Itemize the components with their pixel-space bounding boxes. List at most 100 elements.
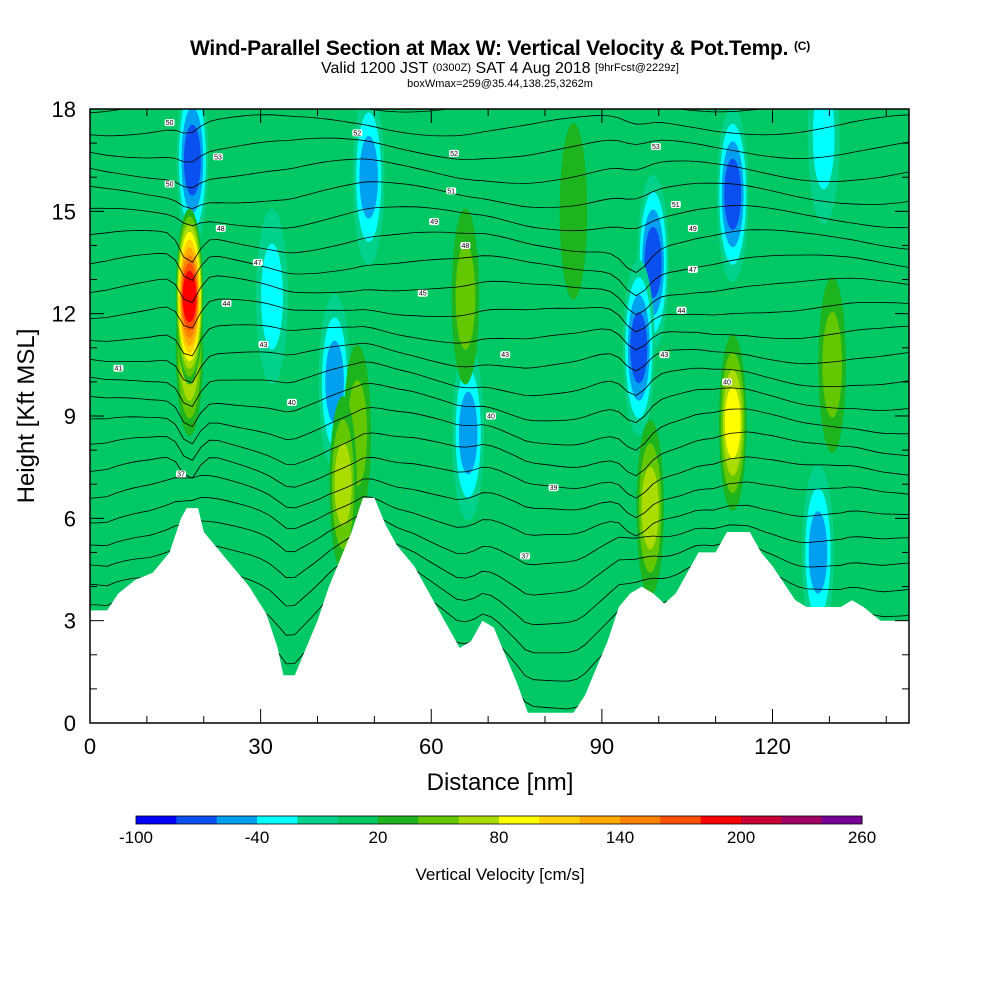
svg-text:50: 50 <box>166 120 174 127</box>
svg-text:49: 49 <box>430 219 438 226</box>
svg-text:48: 48 <box>217 226 225 233</box>
contour-label-1: 53 <box>212 153 223 161</box>
chart-subtitle: Valid 1200 JST (0300Z) SAT 4 Aug 2018 [9… <box>0 60 1000 78</box>
theta-contour-7 <box>90 496 909 537</box>
theta-contour-6 <box>90 511 909 566</box>
contour-label-23: 47 <box>687 265 698 274</box>
theta-contour-14 <box>90 342 909 384</box>
x-tick-label: 120 <box>754 734 791 759</box>
theta-contour-8 <box>90 474 909 519</box>
contour-label-19: 37 <box>520 552 531 560</box>
box-info: boxWmax=259@35.44,138.25,3262m <box>407 78 593 90</box>
chart-title-text: Wind-Parallel Section at Max W: Vertical… <box>189 37 789 60</box>
x-axis-title: Distance [nm] <box>427 769 574 796</box>
svg-text:52: 52 <box>450 151 458 158</box>
colorbar-label: -40 <box>245 828 270 847</box>
contour-label-7: 41 <box>113 364 124 373</box>
svg-text:49: 49 <box>689 226 697 233</box>
colorbar-swatch-13 <box>660 816 702 824</box>
colorbar-swatch-15 <box>741 816 782 824</box>
velocity-cell-8-2 <box>808 511 828 594</box>
theta-contour-11 <box>90 407 909 451</box>
contour-labels: 50 53 50 48 47 44 43 41 40 37 52 52 51 49 48 45 43 40 39 37… <box>113 119 732 560</box>
svg-text:37: 37 <box>521 553 529 560</box>
velocity-cell-4-2 <box>458 391 478 475</box>
y-tick-label: 18 <box>52 97 76 122</box>
contour-label-3: 48 <box>215 224 226 233</box>
contour-label-8: 40 <box>286 398 297 407</box>
y-tick-label: 6 <box>64 506 76 531</box>
contour-label-17: 40 <box>485 412 496 421</box>
terrain <box>90 497 909 723</box>
theta-contour-22 <box>90 158 909 189</box>
contour-label-16: 43 <box>500 351 511 359</box>
theta-contour-10 <box>90 431 909 477</box>
svg-text:45: 45 <box>419 291 427 298</box>
contour-label-10: 52 <box>352 129 363 137</box>
svg-text:53: 53 <box>652 144 660 151</box>
y-tick-label: 12 <box>52 302 76 327</box>
contour-label-18: 39 <box>548 484 559 492</box>
x-tick-label: 90 <box>590 734 614 759</box>
velocity-cell-7-1 <box>455 243 476 350</box>
theta-contour-9 <box>90 456 909 499</box>
theta-contour-17 <box>90 275 909 316</box>
velocity-cell-5-1 <box>822 311 842 418</box>
svg-text:51: 51 <box>672 202 680 209</box>
contour-label-5: 44 <box>221 299 232 308</box>
copyright-tag: (C) <box>793 39 811 53</box>
colorbar-swatch-5 <box>337 816 379 824</box>
contour-label-25: 43 <box>659 351 670 359</box>
y-tick-labels: 0 3 6 9 12 15 18 <box>52 97 76 736</box>
colorbar <box>135 815 863 825</box>
colorbar-label: 80 <box>490 828 509 847</box>
y-axis-title: Height [Kft MSL] <box>13 329 40 504</box>
colorbar-swatch-17 <box>821 816 863 824</box>
colorbar-swatch-9 <box>499 816 540 824</box>
svg-text:47: 47 <box>689 267 697 274</box>
colorbar-swatch-8 <box>458 816 500 824</box>
x-tick-labels: 0 30 60 90 120 <box>84 734 791 759</box>
velocity-cell-13-3 <box>183 124 201 196</box>
svg-text:48: 48 <box>461 243 469 250</box>
theta-contour-13 <box>90 361 909 408</box>
contour-label-22: 49 <box>687 224 698 233</box>
theta-contour-16 <box>90 298 909 333</box>
colorbar-swatch-10 <box>539 816 581 824</box>
svg-text:44: 44 <box>223 301 231 308</box>
svg-text:43: 43 <box>501 352 509 359</box>
colorbar-swatch-14 <box>700 816 742 824</box>
contour-label-20: 53 <box>650 143 661 151</box>
y-tick-label: 9 <box>64 404 76 429</box>
colorbar-label: 20 <box>369 828 388 847</box>
colorbar-swatch-11 <box>579 816 621 824</box>
colorbar-swatch-12 <box>620 816 661 824</box>
svg-text:52: 52 <box>353 130 361 137</box>
colorbar-label: -100 <box>119 828 153 847</box>
velocity-cell-2-1 <box>812 109 835 190</box>
colorbar-swatch-3 <box>257 816 298 824</box>
svg-text:44: 44 <box>678 308 686 315</box>
contour-label-15: 45 <box>417 289 428 298</box>
svg-text:40: 40 <box>288 400 296 407</box>
contour-label-24: 44 <box>676 306 687 315</box>
contour-label-11: 52 <box>449 149 459 158</box>
valid-utc: (0300Z) <box>432 62 472 74</box>
svg-text:43: 43 <box>260 342 268 349</box>
colorbar-swatch-4 <box>297 816 339 824</box>
x-tick-label: 30 <box>248 734 272 759</box>
velocity-cell-10-2 <box>334 442 352 526</box>
contour-label-9: 37 <box>176 470 186 478</box>
y-tick-label: 3 <box>64 609 76 634</box>
colorbar-swatch-16 <box>781 816 823 824</box>
svg-text:50: 50 <box>166 182 174 189</box>
velocity-cell-14-3 <box>630 312 648 384</box>
theta-contour-18 <box>90 252 909 297</box>
theta-contour-15 <box>90 324 909 357</box>
svg-text:47: 47 <box>254 260 262 267</box>
x-tick-label: 60 <box>419 734 443 759</box>
contour-label-13: 49 <box>429 218 440 226</box>
velocity-cell-0-0 <box>559 123 588 300</box>
velocity-cell-18-8 <box>182 270 197 323</box>
